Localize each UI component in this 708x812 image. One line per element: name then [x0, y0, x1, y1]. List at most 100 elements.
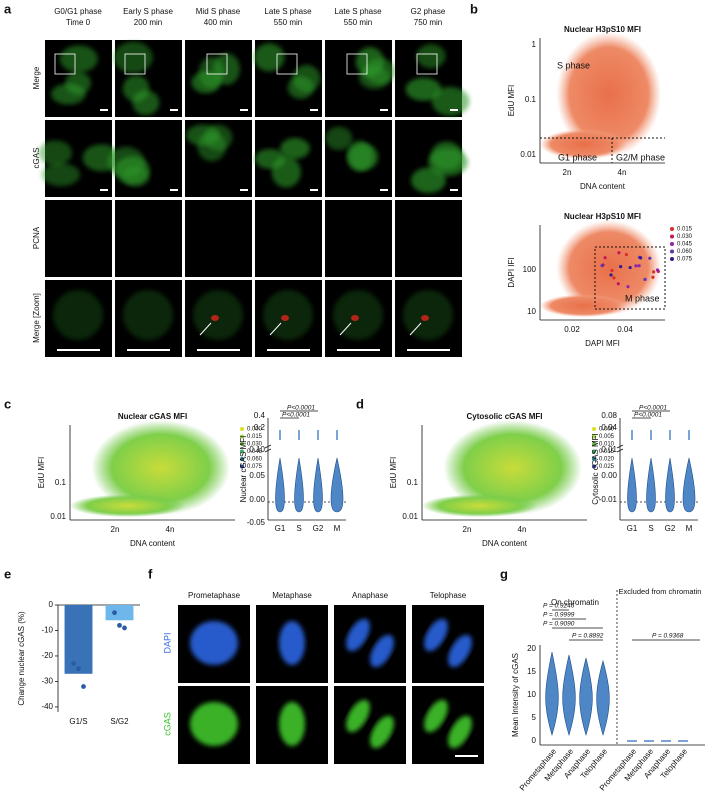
x-tick-label: M [334, 524, 341, 533]
p-value: P<0.0001 [634, 412, 662, 419]
x-tick-label: G2 [665, 524, 676, 533]
legend-swatch [240, 442, 244, 446]
chart-title: Nuclear H3pS10 MFI [564, 25, 641, 34]
panel-label: c [4, 396, 11, 411]
column-header: G2 phase [411, 7, 446, 16]
speckle [123, 290, 173, 340]
scatter-point [639, 256, 643, 260]
column-header: Mid S phase [196, 7, 241, 16]
speckle [53, 290, 103, 340]
zoom-box [276, 53, 298, 75]
y-tick-label: 0.1 [407, 478, 419, 487]
nucleus [280, 137, 310, 159]
x-tick-label: S [648, 524, 653, 533]
speckle [403, 290, 453, 340]
panel-label: a [4, 1, 12, 16]
column-header: 200 min [134, 18, 162, 27]
nucleus [325, 126, 353, 151]
scatter-point [624, 253, 629, 257]
y-axis-label: Nuclear cGAS MFI [239, 436, 248, 503]
y-axis-label: Mean Intensity of cGAS [511, 653, 520, 737]
violin [596, 659, 610, 737]
scatter-point [626, 285, 630, 289]
region-label: S phase [557, 60, 590, 70]
y-tick-label: -40 [41, 702, 53, 711]
nucleus [287, 76, 314, 99]
point-cloud [70, 494, 186, 518]
scatter-point [643, 277, 647, 281]
scatter-point [634, 264, 638, 268]
column-header: Late S phase [264, 7, 312, 16]
y-tick-label: 0.00 [601, 471, 617, 480]
y-tick-label: 0 [49, 600, 54, 609]
column-header: G0/G1 phase [54, 7, 102, 16]
x-tick-label: G1/S [69, 717, 87, 726]
micrograph [334, 686, 406, 764]
panel-label: f [148, 566, 153, 581]
legend-swatch [592, 449, 596, 454]
x-axis-label: DAPI MFI [585, 339, 620, 348]
pcna-focus [351, 315, 359, 321]
violin [627, 457, 637, 513]
row-label: cGAS [32, 148, 41, 169]
row-label: Merge [Zoom] [32, 293, 41, 343]
x-tick-label: 4n [166, 525, 175, 534]
chromatin [424, 699, 448, 733]
scatter-point [616, 282, 620, 286]
row-label: DAPI [162, 632, 172, 653]
x-tick-label: M [686, 524, 693, 533]
y-tick-label: 1 [532, 40, 537, 49]
speckle [193, 290, 243, 340]
y-tick-label: 0.1 [525, 95, 537, 104]
group-label: On chromatin [551, 598, 599, 607]
zoom-box [416, 53, 438, 75]
y-tick-label: 0.00 [249, 495, 265, 504]
bar [64, 605, 93, 674]
chromatin [424, 618, 448, 652]
chart-title: Nuclear H3pS10 MFI [564, 212, 641, 221]
column-header: Prometaphase [188, 591, 241, 600]
y-tick-label: 0.01 [50, 512, 66, 521]
legend-label: 0.060 [247, 457, 263, 463]
p-value: P<0.0001 [287, 405, 315, 412]
violin [562, 654, 576, 737]
gate [540, 137, 665, 163]
pcna-focus [281, 315, 289, 321]
y-tick-label: 0.04 [601, 423, 617, 432]
group-label: Excluded from chromatin [619, 587, 702, 596]
p-value: P = 0.8892 [572, 633, 604, 640]
nucleus [51, 83, 86, 105]
point-cloud [556, 220, 662, 316]
y-tick-label: 0.2 [254, 423, 266, 432]
panel-label: d [356, 396, 364, 411]
y-tick-label: 10 [527, 690, 536, 699]
panel-label: g [500, 566, 508, 581]
scatter-point [651, 275, 655, 279]
nucleus [185, 124, 220, 146]
x-tick-label: 2n [111, 525, 120, 534]
y-tick-label: 100 [523, 265, 537, 274]
micrograph [115, 200, 182, 277]
chart-title: Nuclear cGAS MFI [118, 412, 187, 421]
nucleus [411, 167, 446, 194]
row-label: PCNA [32, 226, 41, 249]
data-point [122, 625, 127, 631]
axis-break [264, 444, 272, 453]
violin [545, 651, 559, 737]
gate [594, 246, 666, 310]
legend-label: 0.075 [677, 257, 693, 263]
nucleus [59, 45, 98, 73]
x-axis-label: DNA content [130, 539, 176, 548]
scatter-point [600, 264, 604, 268]
point-cloud [540, 129, 628, 160]
legend-label: 0.025 [599, 464, 615, 470]
violin [665, 457, 675, 513]
x-tick-label: 0.02 [564, 325, 580, 334]
x-tick-label: 2n [463, 525, 472, 534]
x-axis-label: DNA content [482, 539, 528, 548]
nucleus [431, 86, 470, 116]
x-tick-label: G2 [313, 524, 324, 533]
nucleus [41, 163, 81, 187]
row-label: cGAS [162, 712, 172, 736]
